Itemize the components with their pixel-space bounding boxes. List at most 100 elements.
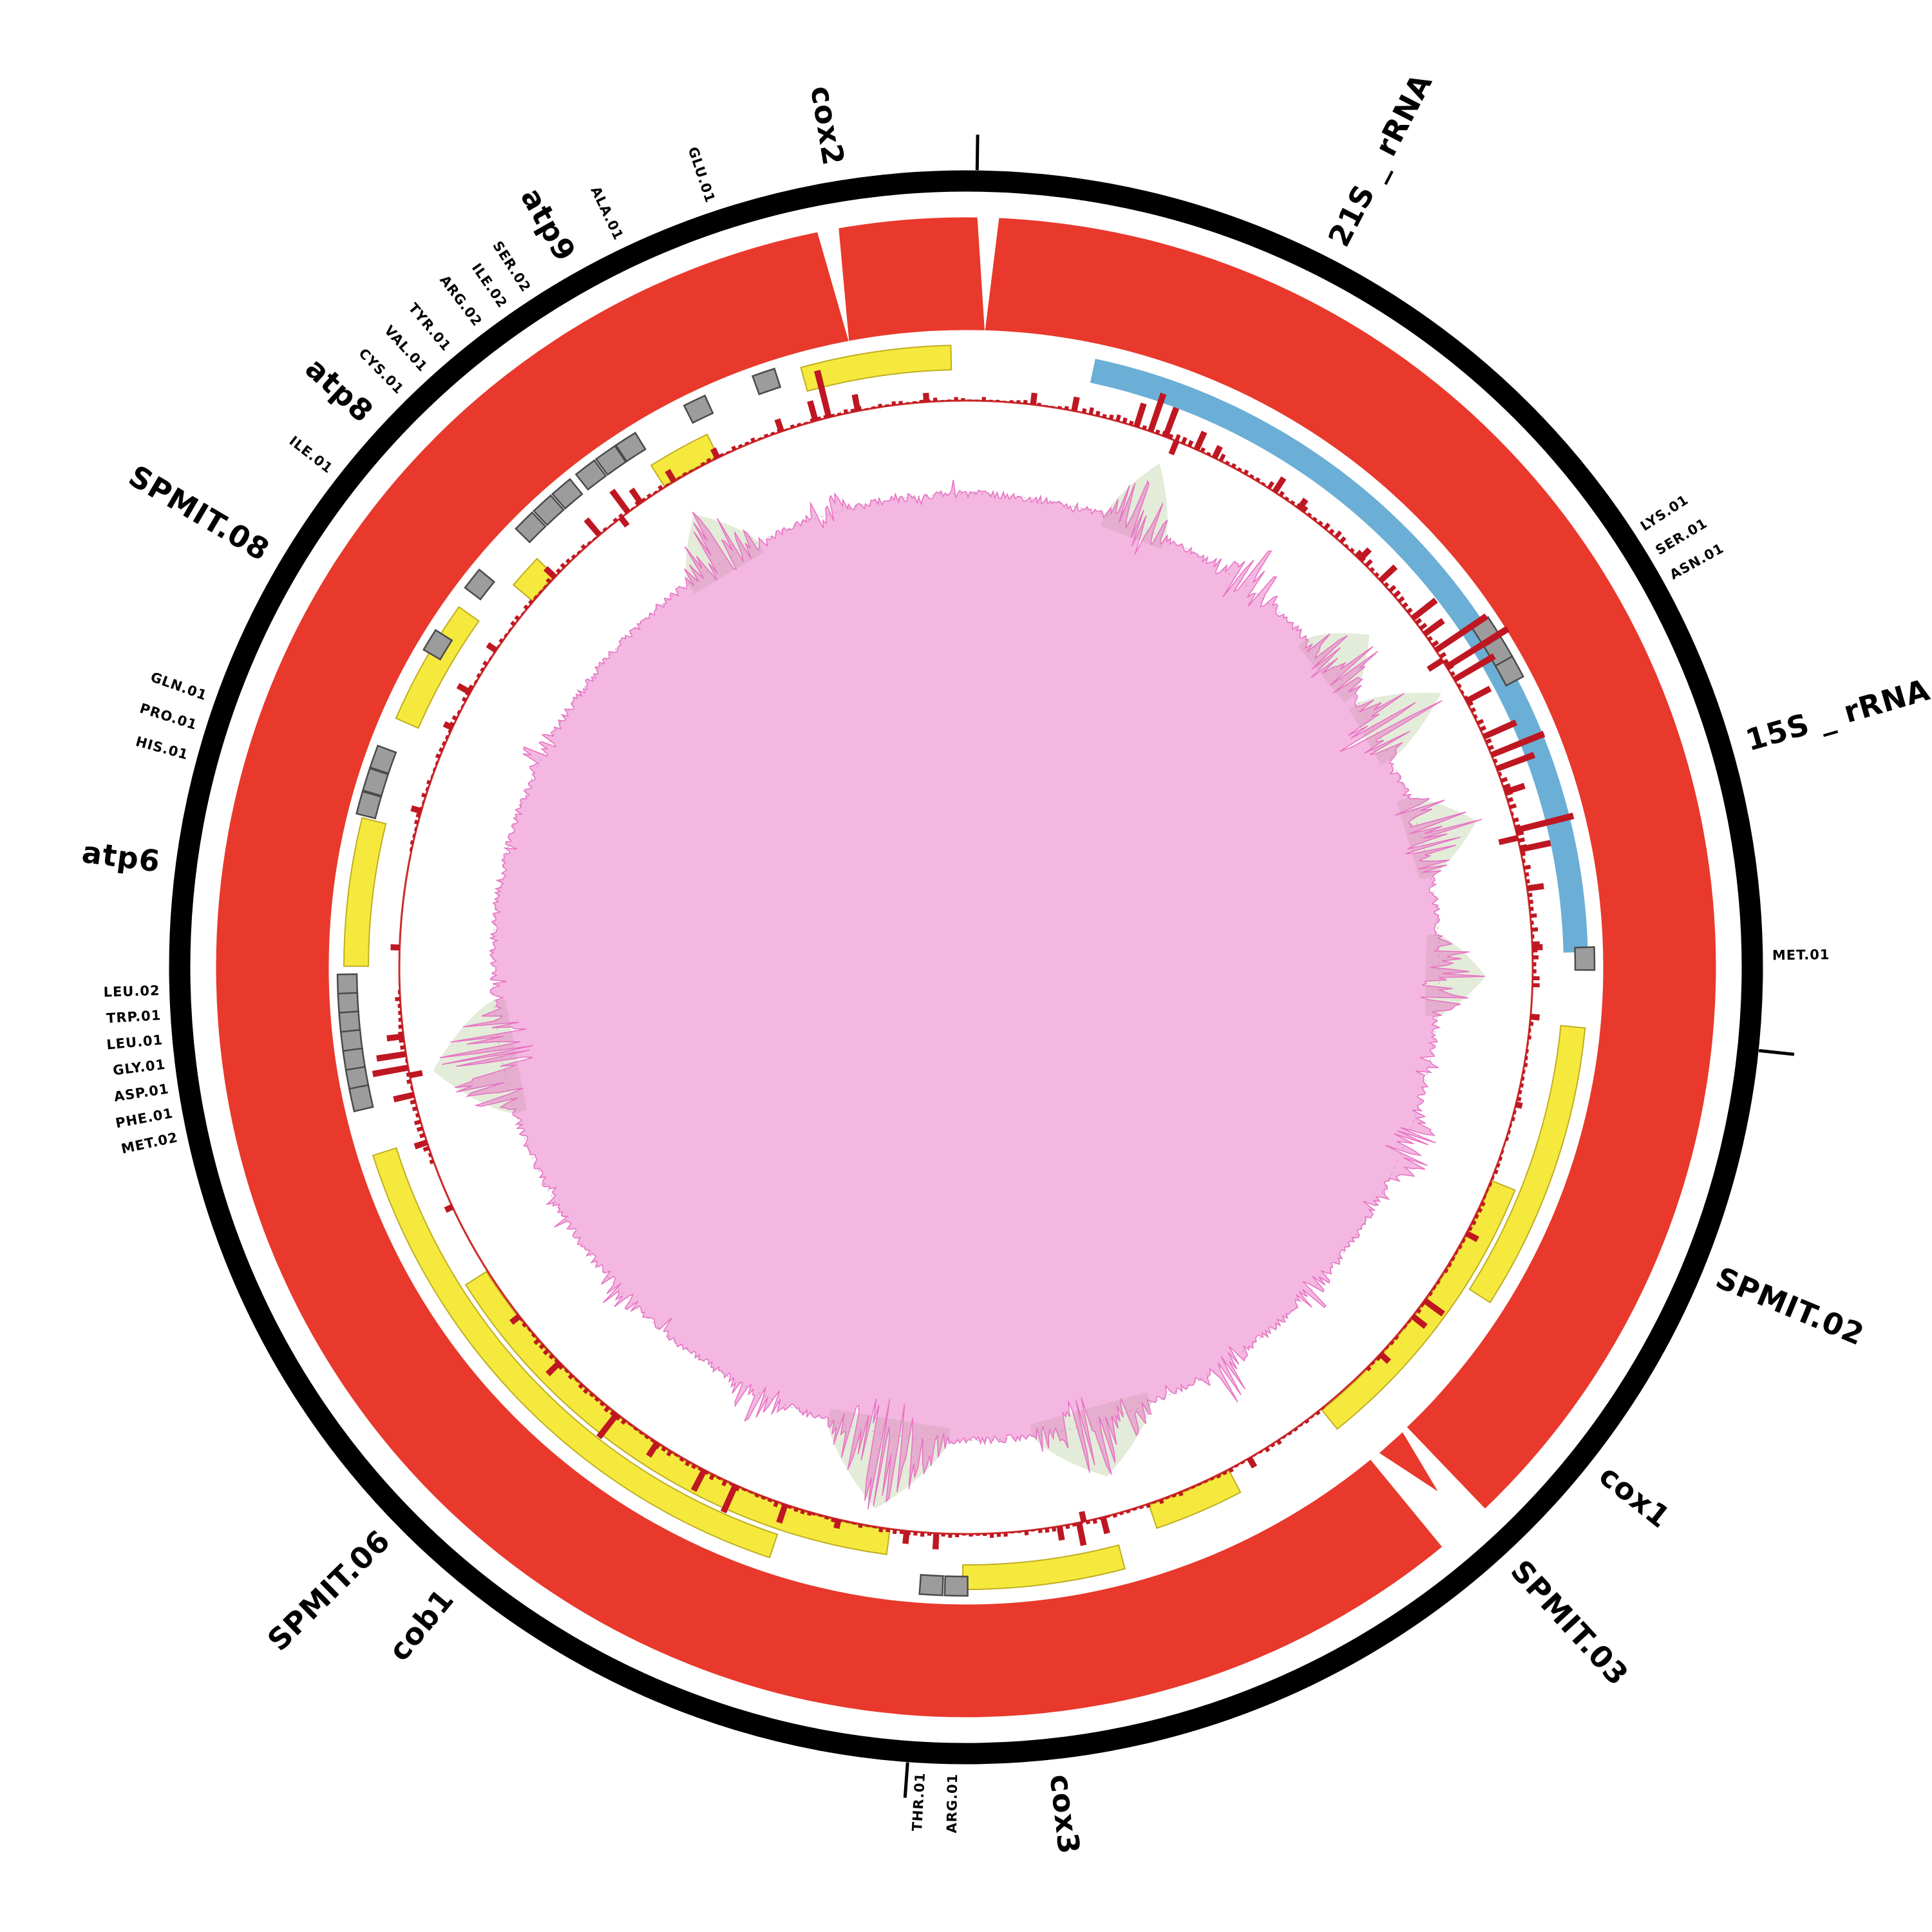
histogram-fuzz-bar: [858, 1524, 863, 1528]
histogram-fuzz-bar: [1440, 1274, 1444, 1278]
histogram-fuzz-bar: [1344, 544, 1349, 549]
histogram-fuzz-bar: [851, 1522, 857, 1525]
histogram-fuzz-bar: [542, 1349, 550, 1356]
histogram-fuzz-bar: [754, 1493, 759, 1498]
histogram-fuzz-bar: [510, 620, 516, 627]
histogram-fuzz-bar: [565, 558, 571, 564]
histogram-fuzz-bar: [1287, 1431, 1293, 1436]
histogram-fuzz-bar: [969, 1533, 973, 1537]
histogram-fuzz-bar: [1155, 429, 1160, 435]
histogram-fuzz-bar: [940, 400, 945, 401]
histogram-bar: [923, 392, 930, 402]
histogram-fuzz-bar: [948, 1533, 952, 1538]
histogram-fuzz-bar: [1527, 1042, 1530, 1046]
histogram-fuzz-bar: [1334, 530, 1342, 539]
histogram-fuzz-bar: [1415, 618, 1423, 625]
histogram-fuzz-bar: [1532, 983, 1540, 988]
histogram-fuzz-bar: [661, 1446, 667, 1452]
histogram-fuzz-bar: [432, 767, 436, 772]
histogram-fuzz-bar: [865, 1525, 870, 1528]
histogram-fuzz-bar: [1508, 1130, 1511, 1135]
histogram-fuzz-bar: [1088, 407, 1094, 415]
histogram-fuzz-bar: [1072, 1523, 1077, 1527]
histogram-fuzz-bar: [589, 1392, 594, 1397]
histogram-fuzz-bar: [428, 1153, 432, 1158]
histogram-fuzz-bar: [412, 833, 415, 838]
histogram-fuzz-bar: [797, 422, 802, 426]
histogram-fuzz-bar: [1290, 500, 1296, 505]
histogram-bar: [1075, 1522, 1087, 1546]
histogram-fuzz-bar: [1310, 1415, 1314, 1419]
histogram-fuzz-bar: [1403, 1325, 1408, 1329]
histogram-fuzz-bar: [1017, 1531, 1022, 1533]
histogram-fuzz-bar: [594, 1397, 600, 1402]
histogram-fuzz-bar: [878, 1527, 884, 1533]
histogram-fuzz-bar: [892, 1529, 897, 1535]
histogram-fuzz-bar: [397, 1003, 401, 1009]
histogram-fuzz-bar: [738, 444, 743, 448]
histogram-fuzz-bar: [682, 471, 687, 477]
histogram-fuzz-bar: [1165, 1496, 1170, 1500]
histogram-fuzz-bar: [1521, 1076, 1525, 1081]
histogram-fuzz-bar: [748, 1491, 753, 1494]
histogram-fuzz-bar: [1517, 1096, 1522, 1102]
histogram-bar: [1056, 1526, 1065, 1541]
histogram-fuzz-bar: [1339, 536, 1347, 544]
histogram-fuzz-bar: [520, 611, 525, 616]
histogram-fuzz-bar: [592, 536, 597, 540]
histogram-fuzz-bar: [1530, 913, 1537, 918]
histogram-fuzz-bar: [618, 513, 623, 518]
histogram-fuzz-bar: [609, 523, 612, 527]
histogram-fuzz-bar: [1132, 1508, 1137, 1511]
histogram-fuzz-bar: [405, 1059, 408, 1063]
histogram-bar: [1410, 1314, 1428, 1329]
histogram-fuzz-bar: [1531, 920, 1534, 925]
histogram-fuzz-bar: [1370, 1361, 1376, 1366]
trna-label-leu-02: LEU.02: [103, 983, 160, 1000]
histogram-fuzz-bar: [800, 1510, 806, 1515]
histogram-fuzz-bar: [1282, 1435, 1287, 1439]
histogram-bar: [413, 1139, 428, 1150]
histogram-fuzz-bar: [1180, 437, 1188, 445]
histogram-fuzz-bar: [989, 399, 993, 401]
histogram-fuzz-bar: [398, 1024, 403, 1029]
band-notch: [816, 225, 849, 344]
histogram-fuzz-bar: [1206, 451, 1211, 456]
histogram-fuzz-bar: [542, 584, 547, 589]
histogram-fuzz-bar: [1365, 559, 1373, 567]
histogram-fuzz-bar: [410, 1099, 416, 1105]
histogram-fuzz-bar: [498, 638, 504, 643]
histogram-fuzz-bar: [473, 679, 477, 684]
histogram-fuzz-bar: [576, 550, 582, 554]
histogram-fuzz-bar: [587, 540, 591, 545]
histogram-fuzz-bar: [1488, 1182, 1493, 1187]
histogram-bar: [1515, 812, 1575, 833]
histogram-fuzz-bar: [1318, 520, 1323, 526]
histogram-fuzz-bar: [1200, 447, 1206, 453]
histogram-bar: [393, 1092, 415, 1103]
histogram-fuzz-bar: [996, 399, 1000, 402]
histogram-fuzz-bar: [1523, 864, 1531, 870]
histogram-fuzz-bar: [708, 1473, 715, 1481]
histogram-fuzz-bar: [1010, 1531, 1015, 1534]
histogram-fuzz-bar: [612, 517, 618, 523]
histogram-bar: [629, 488, 643, 505]
histogram-fuzz-bar: [818, 1514, 822, 1517]
histogram-fuzz-bar: [721, 1479, 728, 1487]
histogram-fuzz-bar: [1502, 783, 1511, 790]
histogram-fuzz-bar: [1385, 1345, 1390, 1350]
histogram-bar: [833, 1519, 842, 1530]
histogram-fuzz-bar: [1065, 1524, 1070, 1530]
histogram-fuzz-bar: [1393, 590, 1401, 598]
histogram-fuzz-bar: [1524, 872, 1530, 877]
histogram-fuzz-bar: [398, 1018, 402, 1022]
histogram-bar: [545, 1360, 562, 1376]
histogram-fuzz-bar: [1447, 1262, 1452, 1268]
histogram-fuzz-bar: [1457, 683, 1462, 688]
histogram-fuzz-bar: [845, 1520, 849, 1523]
histogram-fuzz-bar: [1479, 725, 1487, 732]
histogram-fuzz-bar: [468, 684, 474, 690]
histogram-bar: [851, 393, 861, 412]
histogram-fuzz-bar: [527, 1327, 531, 1332]
